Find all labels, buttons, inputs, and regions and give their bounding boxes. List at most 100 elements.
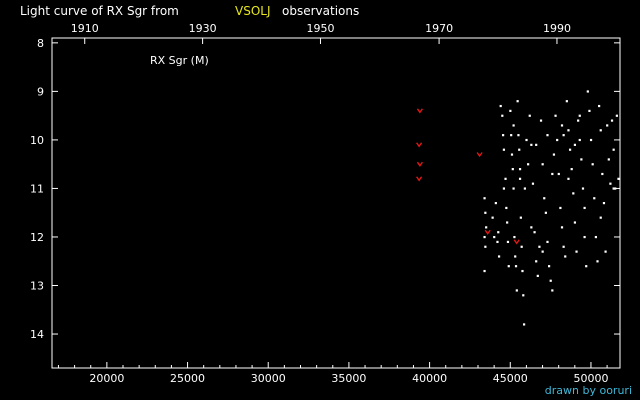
data-point bbox=[494, 202, 497, 205]
data-point bbox=[612, 148, 615, 151]
data-point bbox=[607, 158, 610, 161]
y-tick-label: 13 bbox=[30, 280, 44, 293]
data-point bbox=[522, 323, 526, 326]
chart-title-suffix: observations bbox=[282, 4, 360, 18]
data-point bbox=[578, 138, 581, 142]
data-point bbox=[615, 114, 618, 117]
data-point bbox=[567, 129, 570, 132]
data-point bbox=[519, 216, 522, 219]
data-point bbox=[572, 192, 575, 195]
data-point bbox=[552, 153, 556, 156]
data-point bbox=[511, 168, 514, 171]
data-point bbox=[539, 119, 543, 122]
chart-title-source: VSOLJ bbox=[235, 4, 271, 18]
x-tick-label: 30000 bbox=[251, 372, 286, 385]
series-label: RX Sgr (M) bbox=[150, 54, 209, 67]
data-point bbox=[502, 187, 506, 190]
data-point bbox=[546, 134, 549, 137]
data-point bbox=[518, 177, 522, 180]
fainter-than-point bbox=[416, 142, 423, 148]
y-tick-label: 10 bbox=[30, 134, 44, 147]
data-point bbox=[535, 260, 538, 263]
data-point bbox=[578, 114, 581, 117]
data-point bbox=[514, 255, 517, 258]
fainter-than-point bbox=[416, 161, 423, 167]
data-point bbox=[512, 124, 515, 127]
data-point bbox=[513, 235, 516, 239]
fainter-than-point bbox=[476, 152, 483, 158]
data-point bbox=[610, 119, 614, 122]
y-tick-label: 12 bbox=[30, 231, 44, 244]
data-point bbox=[510, 153, 514, 156]
chart-marks bbox=[416, 90, 620, 326]
data-point bbox=[493, 235, 496, 239]
data-point bbox=[586, 90, 589, 93]
data-point bbox=[562, 245, 565, 248]
data-point bbox=[528, 114, 531, 117]
fainter-than-point bbox=[484, 229, 491, 235]
data-point bbox=[609, 182, 612, 185]
year-tick-label: 1930 bbox=[189, 22, 217, 35]
data-point bbox=[538, 245, 541, 248]
data-point bbox=[562, 134, 565, 137]
data-point bbox=[606, 124, 609, 127]
data-point bbox=[556, 138, 559, 142]
data-point bbox=[502, 148, 506, 151]
data-point bbox=[502, 134, 505, 137]
data-point bbox=[535, 143, 538, 146]
data-point bbox=[522, 294, 525, 297]
data-point bbox=[515, 289, 518, 292]
credit-label: drawn by ooruri bbox=[544, 384, 632, 397]
data-point bbox=[567, 177, 570, 180]
data-point bbox=[589, 138, 593, 142]
data-point bbox=[581, 187, 585, 190]
year-tick-label: 1990 bbox=[543, 22, 571, 35]
data-point bbox=[518, 168, 522, 171]
data-point bbox=[510, 134, 513, 137]
data-point bbox=[536, 274, 539, 277]
data-point bbox=[543, 197, 546, 200]
data-point bbox=[612, 187, 615, 190]
data-point bbox=[501, 114, 504, 117]
data-point bbox=[551, 172, 554, 176]
data-point bbox=[518, 148, 521, 151]
year-tick-label: 1910 bbox=[71, 22, 99, 35]
data-point bbox=[484, 245, 487, 248]
fainter-than-point bbox=[513, 239, 520, 245]
data-point bbox=[531, 182, 535, 185]
data-point bbox=[559, 206, 562, 210]
data-point bbox=[548, 265, 551, 268]
data-point bbox=[551, 289, 554, 292]
data-point bbox=[497, 255, 501, 258]
data-point bbox=[530, 143, 533, 146]
data-point bbox=[583, 235, 586, 239]
data-point bbox=[517, 134, 520, 137]
data-point bbox=[514, 265, 518, 268]
data-point bbox=[564, 255, 567, 258]
data-point bbox=[614, 187, 617, 190]
data-point bbox=[617, 177, 620, 180]
data-point bbox=[499, 104, 502, 108]
data-point bbox=[570, 168, 573, 171]
data-point bbox=[598, 104, 601, 108]
y-tick-label: 11 bbox=[30, 182, 44, 195]
data-point bbox=[504, 177, 507, 180]
data-point bbox=[496, 240, 499, 244]
data-point bbox=[521, 269, 524, 273]
chart-axes: 20000 25000 30000 35000 40000 45000 50000 1910 1… bbox=[30, 22, 621, 385]
data-point bbox=[549, 279, 552, 282]
data-point bbox=[483, 269, 486, 273]
year-tick-label: 1950 bbox=[306, 22, 334, 35]
y-tick-label: 9 bbox=[37, 85, 44, 98]
x-tick-label: 35000 bbox=[331, 372, 366, 385]
data-point bbox=[560, 124, 564, 127]
data-point bbox=[575, 250, 578, 253]
data-point bbox=[497, 231, 500, 234]
data-point bbox=[506, 221, 509, 224]
chart-title-prefix: Light curve of RX Sgr from bbox=[20, 4, 179, 18]
data-point bbox=[585, 265, 588, 268]
data-point bbox=[546, 240, 549, 244]
x-tick-label: 45000 bbox=[493, 372, 528, 385]
data-point bbox=[523, 187, 526, 190]
